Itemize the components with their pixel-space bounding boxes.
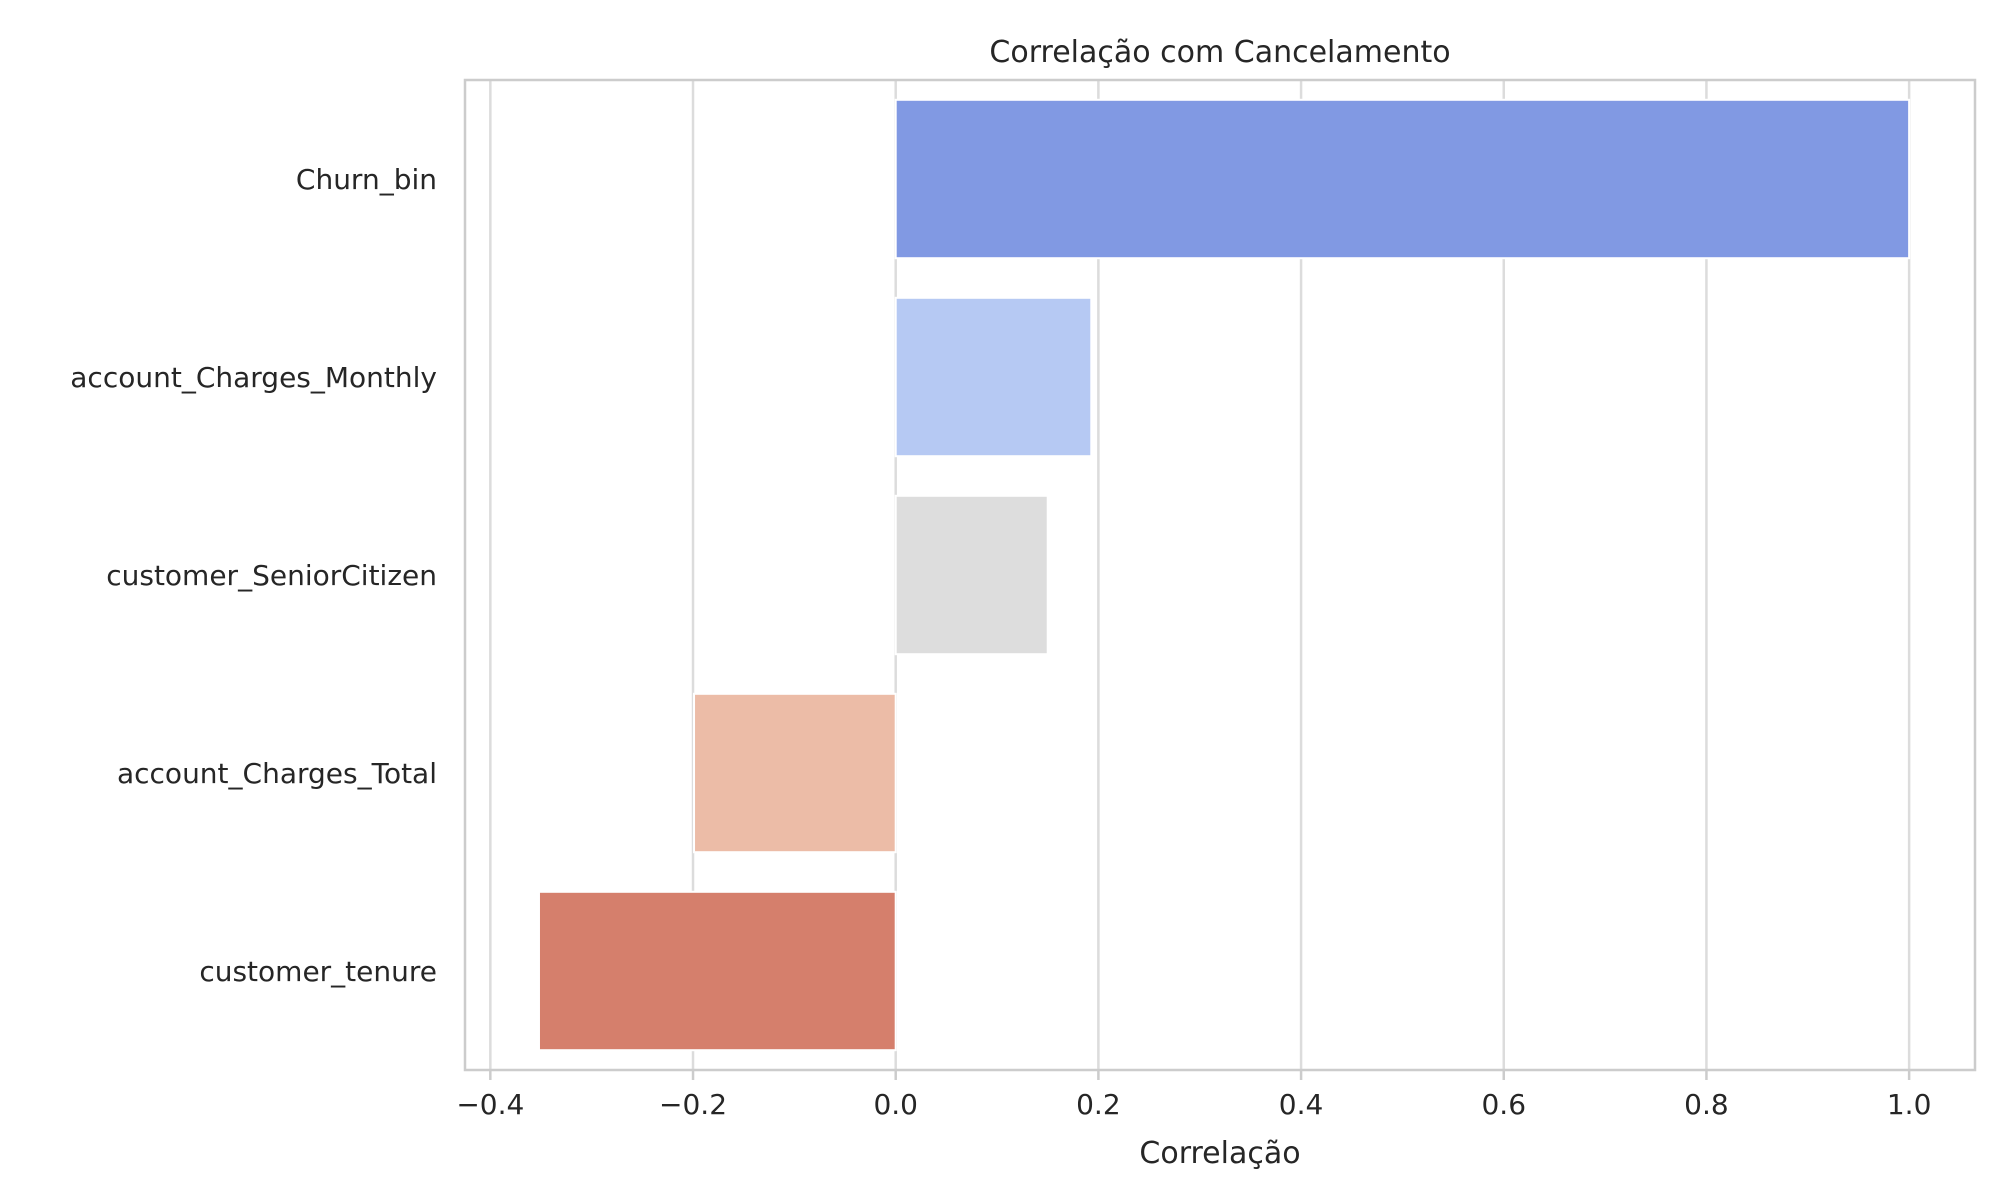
x-tick-label: 1.0 [1887, 1088, 1932, 1121]
x-tick-label: 0.8 [1684, 1088, 1729, 1121]
x-tick-label: 0.6 [1481, 1088, 1526, 1121]
y-tick-label: account_Charges_Monthly [70, 361, 437, 394]
x-tick-label: 0.4 [1279, 1088, 1324, 1121]
x-tick-label: 0.0 [873, 1088, 918, 1121]
bar-account_Charges_Monthly [894, 296, 1093, 458]
bar-Churn_bin [894, 98, 1911, 260]
bar-customer_SeniorCitizen [894, 494, 1049, 656]
bar-layer [537, 98, 1911, 1052]
y-tick-label: customer_tenure [199, 955, 437, 988]
y-tick-label: Churn_bin [296, 163, 437, 196]
x-tick-label: 0.2 [1076, 1088, 1121, 1121]
chart-title: Correlação com Cancelamento [989, 35, 1450, 70]
x-tick-layer: −0.4 −0.2 0.0 0.2 0.4 0.6 0.8 1.0 [456, 1070, 1931, 1121]
y-tick-label: account_Charges_Total [117, 757, 437, 790]
plot-frame [463, 78, 1977, 1072]
x-tick-label: −0.4 [456, 1088, 524, 1121]
y-tick-label: customer_SeniorCitizen [106, 559, 437, 592]
x-axis-label: Correlação [1139, 1136, 1300, 1171]
x-tick-label: −0.2 [659, 1088, 727, 1121]
bar-customer_tenure [537, 890, 897, 1052]
y-tick-layer: Churn_bin account_Charges_Monthly customer… [70, 163, 437, 988]
bar-account_Charges_Total [693, 692, 897, 854]
